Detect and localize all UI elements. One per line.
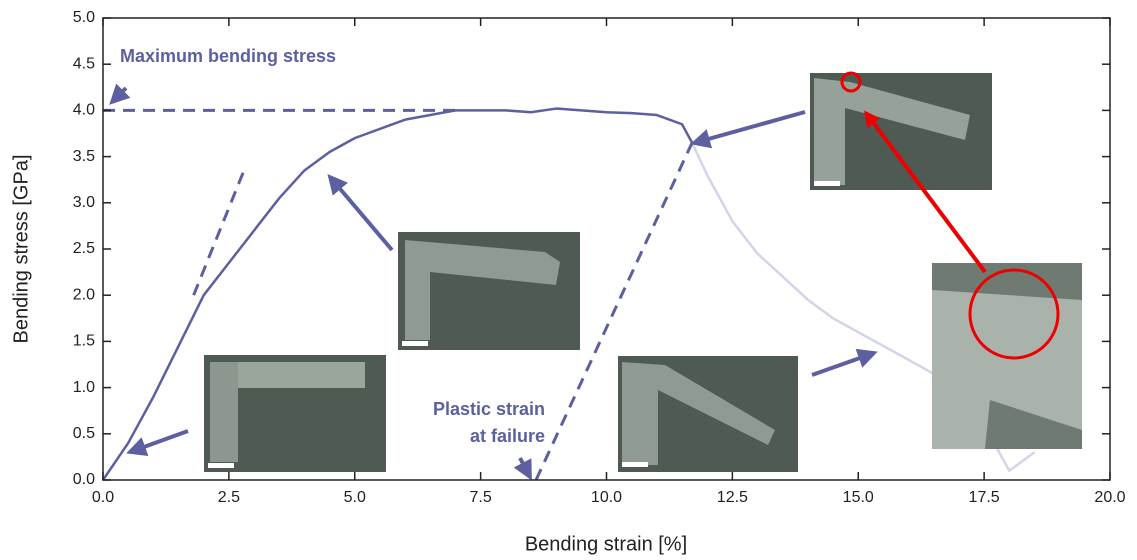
annotation: at failure (470, 426, 545, 446)
scale-bar (814, 181, 840, 186)
beam (814, 78, 970, 185)
highlight (840, 71, 862, 93)
x-tick-label: 12.5 (717, 489, 748, 506)
arrow (690, 110, 806, 149)
post (210, 362, 238, 462)
annotation: Plastic strain (433, 399, 545, 419)
y-tick-label: 1.5 (73, 333, 95, 350)
dashed-guide (534, 142, 694, 481)
arrow (327, 173, 394, 252)
x-tick-label: 15.0 (843, 489, 874, 506)
y-tick-label: 0.5 (73, 425, 95, 442)
y-axis-title: Bending stress [GPa] (10, 155, 32, 344)
x-tick-label: 2.5 (218, 489, 240, 506)
fracture (932, 290, 1082, 449)
arrow (513, 457, 532, 481)
arrow (864, 110, 987, 274)
stress-curve (101, 107, 694, 481)
y-tick-label: 2.5 (73, 240, 95, 257)
insets (204, 71, 1082, 472)
x-axis-title: Bending strain [%] (525, 533, 687, 555)
scale-bar (622, 462, 648, 467)
x-tick-label: 20.0 (1094, 489, 1125, 506)
y-tick-label: 4.5 (73, 55, 95, 72)
x-tick-label: 0.0 (92, 489, 114, 506)
x-tick-label: 5.0 (344, 489, 366, 506)
annotation: Maximum bending stress (120, 46, 336, 66)
highlight (968, 268, 1060, 360)
x-tick-label: 10.0 (591, 489, 622, 506)
y-tick-label: 3.0 (73, 194, 95, 211)
x-tick-label: 17.5 (969, 489, 1000, 506)
beam (405, 240, 560, 340)
y-tick-label: 0.0 (73, 471, 95, 488)
arrow (811, 348, 878, 377)
arrow (109, 83, 131, 105)
arrows (109, 83, 878, 481)
y-tick-label: 2.0 (73, 286, 95, 303)
y-tick-label: 1.0 (73, 379, 95, 396)
arrow (126, 429, 189, 456)
scale-bar (208, 463, 234, 468)
scale-bar (402, 341, 428, 346)
dashed-guide (192, 169, 246, 296)
y-tick-label: 3.5 (73, 148, 95, 165)
beam (622, 362, 775, 465)
y-tick-label: 5.0 (73, 9, 95, 26)
x-tick-label: 7.5 (470, 489, 492, 506)
y-tick-label: 4.0 (73, 102, 95, 119)
